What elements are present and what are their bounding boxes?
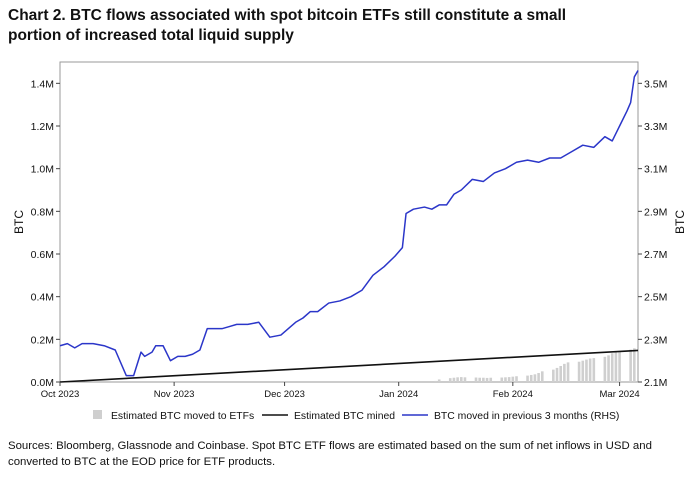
chart-title-line-1: Chart 2. BTC flows associated with spot … bbox=[8, 7, 567, 24]
y-left-tick-label: 0.2M bbox=[31, 334, 54, 346]
x-tick-label: Oct 2023 bbox=[41, 389, 80, 400]
etf-bar bbox=[607, 355, 610, 382]
y-axis-left-label: BTC bbox=[12, 210, 26, 234]
x-axis: Oct 2023 Nov 2023 Dec 2023 Jan 2024 Feb 2024… bbox=[41, 382, 640, 400]
etf-bar bbox=[585, 359, 588, 382]
etf-bar bbox=[434, 380, 437, 382]
etf-bar bbox=[614, 352, 618, 382]
legend-label-etf: Estimated BTC moved to ETFs bbox=[111, 411, 254, 422]
chart-area: 0.0M 0.2M 0.4M 0.6M 0.8M 1.0M 1.2M 1.4M 2.1M 2.3… bbox=[0, 50, 700, 430]
etf-bar bbox=[555, 367, 559, 382]
y-right-tick-label: 3.1M bbox=[644, 164, 667, 176]
y-right-tick-label: 2.3M bbox=[644, 334, 667, 346]
etf-bar bbox=[515, 376, 518, 382]
line-btc-mined bbox=[59, 349, 639, 383]
chart-title-line-2: portion of increased total liquid supply bbox=[8, 27, 294, 44]
x-tick-label: Jan 2024 bbox=[379, 389, 418, 400]
etf-bar bbox=[452, 377, 456, 382]
y-left-tick-label: 0.8M bbox=[31, 206, 54, 218]
y-right-tick-label: 2.9M bbox=[644, 206, 667, 218]
plot-frame bbox=[59, 61, 639, 383]
y-left-tick-label: 1.4M bbox=[31, 78, 54, 90]
x-tick-label: Mar 2024 bbox=[600, 389, 640, 400]
etf-bar bbox=[629, 349, 632, 382]
y-right-tick-label: 2.7M bbox=[644, 249, 667, 261]
etf-bar bbox=[581, 360, 585, 382]
etf-bar bbox=[500, 377, 504, 382]
legend-swatch-etf bbox=[93, 410, 102, 419]
y-right-tick-label: 2.5M bbox=[644, 292, 667, 304]
y-right-tick-label: 3.5M bbox=[644, 78, 667, 90]
y-axis-right-label: BTC bbox=[673, 210, 687, 234]
etf-bar bbox=[463, 377, 467, 382]
y-axis-left: 0.0M 0.2M 0.4M 0.6M 0.8M 1.0M 1.2M 1.4M bbox=[31, 78, 60, 389]
y-left-tick-label: 1.2M bbox=[31, 121, 54, 133]
etf-bar bbox=[485, 377, 489, 382]
legend-label-moved: BTC moved in previous 3 months (RHS) bbox=[434, 411, 619, 422]
legend-label-mined: Estimated BTC mined bbox=[294, 411, 395, 422]
etf-bar bbox=[482, 377, 485, 382]
chart-title: Chart 2. BTC flows associated with spot … bbox=[8, 6, 692, 46]
etf-bars-group bbox=[434, 348, 636, 382]
y-left-tick-label: 0.4M bbox=[31, 292, 54, 304]
y-left-tick-label: 0.0M bbox=[31, 377, 54, 389]
etf-bar bbox=[511, 376, 515, 382]
etf-bar bbox=[533, 374, 537, 382]
y-axis-right: 2.1M 2.3M 2.5M 2.7M 2.9M 3.1M 3.3M 3.5M bbox=[638, 78, 667, 389]
etf-bar bbox=[610, 353, 614, 382]
legend: Estimated BTC moved to ETFs Estimated BT… bbox=[93, 410, 619, 422]
y-right-tick-label: 2.1M bbox=[644, 377, 667, 389]
etf-bar bbox=[459, 377, 463, 382]
etf-bar bbox=[448, 378, 452, 382]
line-btc-moved-3m bbox=[59, 70, 639, 377]
source-note: Sources: Bloomberg, Glassnode and Coinba… bbox=[8, 440, 652, 468]
etf-bar bbox=[588, 358, 592, 382]
chart-svg: 0.0M 0.2M 0.4M 0.6M 0.8M 1.0M 1.2M 1.4M 2.1M 2.3… bbox=[12, 61, 687, 422]
etf-bar bbox=[566, 362, 570, 382]
etf-bar bbox=[537, 373, 540, 382]
etf-bar bbox=[559, 366, 562, 382]
etf-bar bbox=[478, 377, 481, 382]
y-left-tick-label: 1.0M bbox=[31, 164, 54, 176]
etf-bar bbox=[603, 356, 607, 382]
x-tick-label: Nov 2023 bbox=[154, 389, 195, 400]
y-left-tick-label: 0.6M bbox=[31, 249, 54, 261]
etf-bar bbox=[529, 374, 533, 382]
etf-bar bbox=[618, 351, 621, 382]
etf-bar bbox=[474, 377, 478, 382]
etf-bar bbox=[633, 348, 636, 382]
etf-bar bbox=[592, 358, 596, 382]
etf-bar bbox=[577, 361, 581, 382]
etf-bar bbox=[526, 375, 529, 382]
etf-bar bbox=[552, 369, 555, 382]
series-lines-group bbox=[59, 70, 639, 383]
etf-bar bbox=[437, 379, 441, 382]
x-tick-label: Feb 2024 bbox=[493, 389, 533, 400]
etf-bar bbox=[489, 377, 493, 382]
etf-bar bbox=[540, 371, 544, 382]
etf-bar bbox=[456, 377, 459, 382]
y-right-tick-label: 3.3M bbox=[644, 121, 667, 133]
etf-bar bbox=[507, 377, 511, 382]
etf-bar bbox=[563, 363, 566, 382]
etf-bar bbox=[504, 377, 507, 382]
x-tick-label: Dec 2023 bbox=[264, 389, 305, 400]
